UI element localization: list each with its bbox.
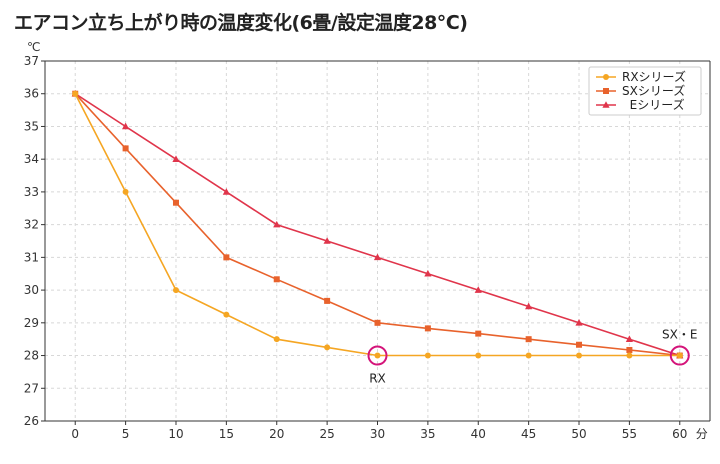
y-tick-label: 31 xyxy=(24,250,39,264)
x-unit-label: 分 xyxy=(696,427,708,441)
data-point xyxy=(626,346,633,353)
highlight-circle xyxy=(367,345,388,366)
data-point xyxy=(324,344,331,351)
data-point xyxy=(373,253,382,261)
data-point xyxy=(626,352,633,359)
y-tick-label: 37 xyxy=(24,54,39,68)
data-point xyxy=(474,286,482,293)
data-point xyxy=(223,311,230,318)
y-tick-label: 33 xyxy=(24,185,39,199)
y-tick-label: 30 xyxy=(24,283,39,297)
data-point xyxy=(323,237,331,244)
data-point xyxy=(273,276,280,283)
legend-swatch-marker xyxy=(603,88,609,94)
legend-label: RXシリーズ xyxy=(622,69,686,84)
legend-swatch-marker xyxy=(603,74,609,80)
data-point xyxy=(172,287,179,294)
y-tick-label: 34 xyxy=(24,152,39,166)
y-tick-label: 29 xyxy=(24,316,39,330)
x-tick-label: 15 xyxy=(219,427,234,441)
data-point xyxy=(172,199,179,206)
data-point xyxy=(475,330,482,337)
data-point xyxy=(676,352,683,359)
x-tick-label: 25 xyxy=(319,427,334,441)
legend-swatch-marker xyxy=(602,101,610,108)
data-point xyxy=(576,352,583,359)
x-tick-label: 10 xyxy=(168,427,183,441)
x-tick-label: 40 xyxy=(471,427,486,441)
data-point xyxy=(424,352,431,359)
data-point xyxy=(324,297,331,304)
data-point xyxy=(424,269,432,277)
data-point xyxy=(525,352,532,359)
data-point xyxy=(424,325,431,332)
data-point xyxy=(122,145,129,152)
y-tick-label: 26 xyxy=(24,414,39,428)
data-point xyxy=(525,302,533,310)
x-tick-label: 45 xyxy=(521,427,536,441)
data-point xyxy=(575,319,583,326)
x-tick-label: 0 xyxy=(71,427,79,441)
data-point xyxy=(475,352,482,359)
y-tick-label: 28 xyxy=(24,349,39,363)
x-tick-label: 55 xyxy=(622,427,637,441)
data-point xyxy=(525,336,532,343)
y-unit-label: ℃ xyxy=(27,40,40,54)
data-point xyxy=(72,90,79,97)
x-tick-label: 20 xyxy=(269,427,284,441)
chart-title: エアコン立ち上がり時の温度変化(6畳/設定温度28℃) xyxy=(14,12,468,34)
x-tick-label: 50 xyxy=(571,427,586,441)
x-tick-label: 30 xyxy=(370,427,385,441)
x-tick-label: 60 xyxy=(672,427,687,441)
legend-box xyxy=(588,66,702,116)
data-point xyxy=(222,188,230,195)
data-point xyxy=(576,341,583,348)
tick-labels: 26 27 28 29 30 31 32 33 34 35 36 37 0 5 10 15 20 25 30 35 40… xyxy=(24,40,708,441)
series-group xyxy=(71,89,684,359)
data-point xyxy=(122,188,129,195)
y-tick-label: 36 xyxy=(24,87,39,101)
data-point xyxy=(625,335,633,342)
data-point xyxy=(374,319,381,326)
data-point xyxy=(273,336,280,343)
legend-label: SXシリーズ xyxy=(622,83,685,98)
data-point xyxy=(273,220,281,228)
y-tick-label: 32 xyxy=(24,218,39,232)
x-tick-label: 5 xyxy=(122,427,130,441)
data-point xyxy=(223,254,230,261)
y-tick-label: 27 xyxy=(24,381,39,395)
series-circle xyxy=(72,90,683,359)
annotations: RX SX・E xyxy=(367,328,697,386)
data-point xyxy=(374,352,381,359)
annotation-label: SX・E xyxy=(662,328,697,342)
y-tick-label: 35 xyxy=(24,119,39,133)
data-point xyxy=(172,155,180,162)
data-point xyxy=(122,122,130,130)
x-tick-label: 35 xyxy=(420,427,435,441)
annotation-label: RX xyxy=(369,372,386,386)
highlight-circle xyxy=(669,345,690,366)
legend-label: Eシリーズ xyxy=(622,97,685,112)
